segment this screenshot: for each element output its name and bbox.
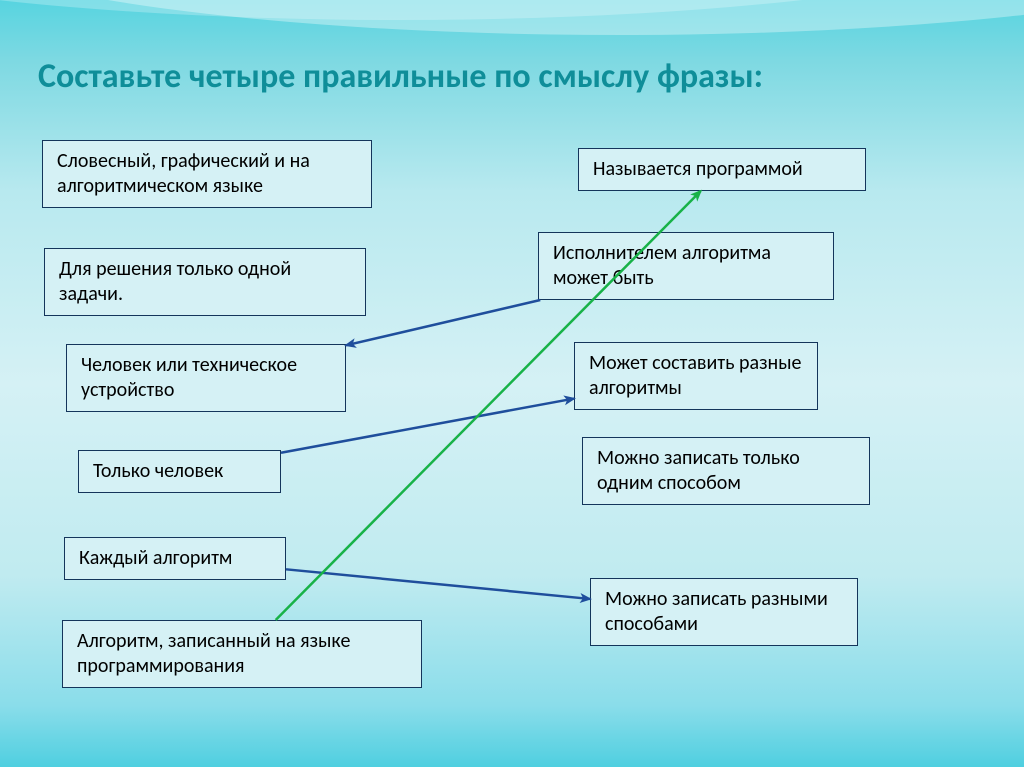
arrow (346, 300, 540, 345)
box-text: Исполнителем алгоритма может быть (553, 241, 771, 290)
box-executor-can-be: Исполнителем алгоритма может быть (538, 232, 834, 300)
box-text: Каждый алгоритм (79, 546, 232, 570)
box-text: Можно записать разными способами (605, 587, 828, 636)
arrow (286, 569, 590, 599)
slide-title: Составьте четыре правильные по смыслу фр… (38, 56, 1004, 97)
box-can-compose-different: Может составить разные алгоритмы (574, 342, 818, 410)
box-text: Для решения только одной задачи. (59, 257, 291, 306)
box-text: Называется программой (593, 157, 803, 181)
box-text: Только человек (93, 459, 223, 483)
box-different-ways: Можно записать разными способами (590, 578, 858, 646)
box-every-algorithm: Каждый алгоритм (64, 537, 286, 580)
box-algorithm-in-proglang: Алгоритм, записанный на языке программир… (62, 620, 422, 688)
box-verbal-graphic: Словесный, графический и на алгоритмичес… (42, 140, 372, 208)
box-text: Можно записать только одним способом (597, 446, 800, 495)
box-text: Может составить разные алгоритмы (589, 351, 802, 400)
box-one-way-only: Можно записать только одним способом (582, 437, 870, 505)
box-text: Алгоритм, записанный на языке программир… (77, 629, 350, 678)
box-only-human: Только человек (78, 450, 281, 493)
box-text: Человек или техническое устройство (81, 353, 297, 402)
box-one-task: Для решения только одной задачи. (44, 248, 366, 316)
box-human-or-device: Человек или техническое устройство (66, 344, 346, 412)
box-called-program: Называется программой (578, 148, 866, 191)
decorative-top-arc (0, 0, 1024, 60)
box-text: Словесный, графический и на алгоритмичес… (57, 149, 310, 198)
